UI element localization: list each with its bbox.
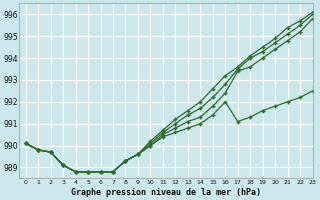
X-axis label: Graphe pression niveau de la mer (hPa): Graphe pression niveau de la mer (hPa)	[71, 188, 261, 197]
